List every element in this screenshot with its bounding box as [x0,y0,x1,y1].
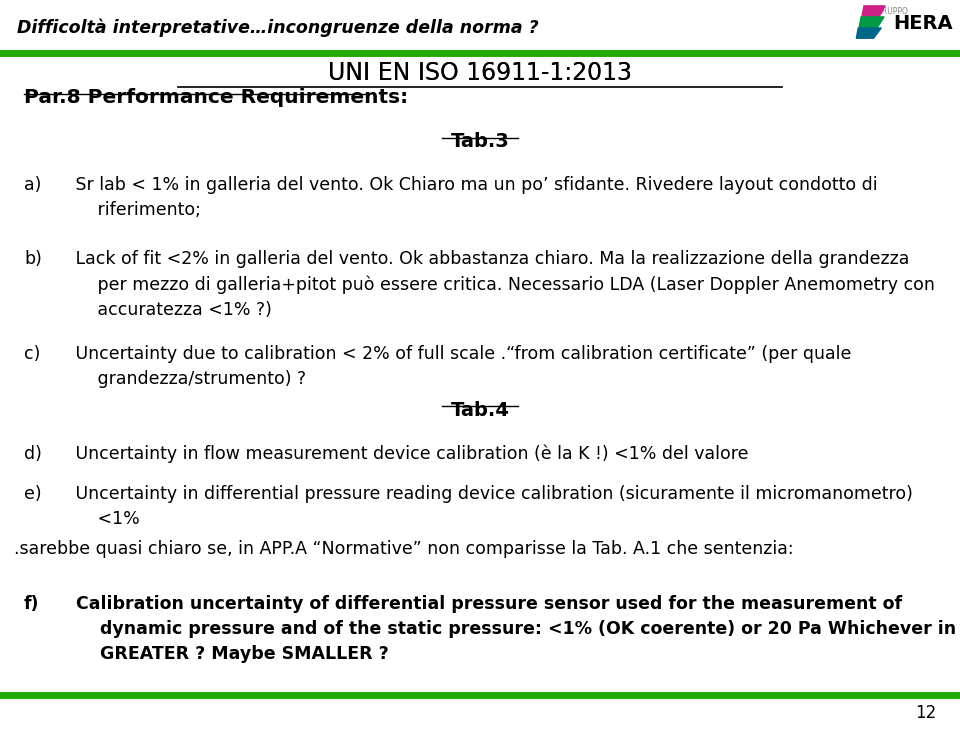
Text: e): e) [24,485,41,503]
Polygon shape [856,28,881,38]
Text: UNI EN ISO 16911-1:2013: UNI EN ISO 16911-1:2013 [328,62,632,85]
Text: Tab.3: Tab.3 [450,132,510,151]
Text: HERA: HERA [893,14,952,33]
Text: Uncertainty in differential pressure reading device calibration (sicuramente il : Uncertainty in differential pressure rea… [70,485,913,528]
Text: UNI EN ISO 16911-1:2013: UNI EN ISO 16911-1:2013 [328,62,632,85]
Polygon shape [862,6,885,16]
Text: f): f) [24,595,39,613]
Text: 12: 12 [915,704,936,722]
Text: b): b) [24,250,42,268]
Text: Calibration uncertainty of differential pressure sensor used for the measurement: Calibration uncertainty of differential … [70,595,956,664]
Text: Difficoltà interpretative…incongruenze della norma ?: Difficoltà interpretative…incongruenze d… [17,18,539,37]
Polygon shape [859,17,884,27]
Text: GRUPPO: GRUPPO [876,7,908,16]
Text: Par.8 Performance Requirements:: Par.8 Performance Requirements: [24,88,408,107]
Text: Uncertainty in flow measurement device calibration (è la K !) <1% del valore: Uncertainty in flow measurement device c… [70,445,749,463]
Text: Sr lab < 1% in galleria del vento. Ok Chiaro ma un po’ sfidante. Rivedere layout: Sr lab < 1% in galleria del vento. Ok Ch… [70,176,877,220]
Text: c): c) [24,345,40,363]
Text: Tab.4: Tab.4 [450,401,510,420]
Text: a): a) [24,176,41,194]
Text: Lack of fit <2% in galleria del vento. Ok abbastanza chiaro. Ma la realizzazione: Lack of fit <2% in galleria del vento. O… [70,250,935,319]
Text: d): d) [24,445,42,462]
Text: .sarebbe quasi chiaro se, in APP.A “Normative” non comparisse la Tab. A.1 che se: .sarebbe quasi chiaro se, in APP.A “Norm… [14,540,794,558]
Text: Uncertainty due to calibration < 2% of full scale .“from calibration certificate: Uncertainty due to calibration < 2% of f… [70,345,852,389]
